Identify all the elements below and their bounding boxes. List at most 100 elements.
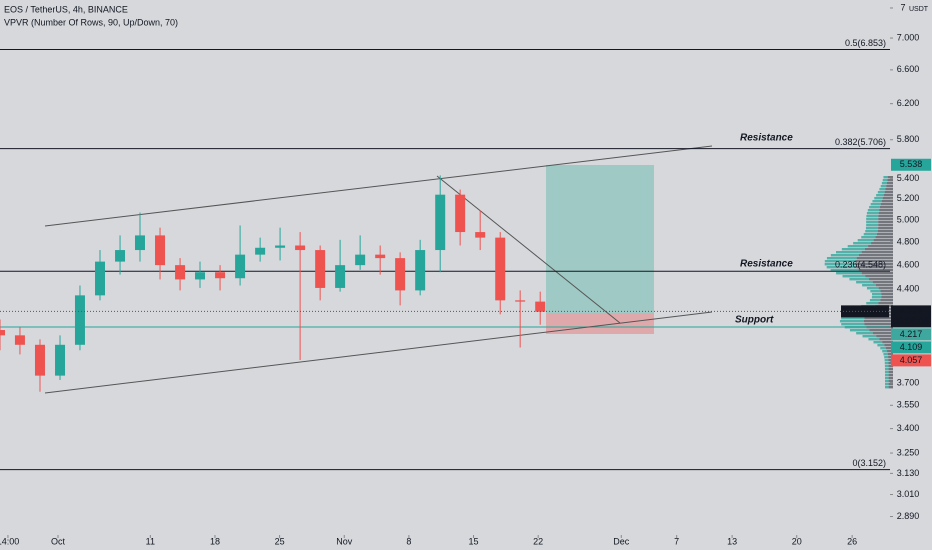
y-tick-label: 5.400 — [897, 173, 920, 183]
profile-bar — [830, 254, 859, 257]
profile-bar — [849, 278, 870, 281]
annotation: Resistance — [740, 259, 793, 270]
x-tick-label: 15 — [469, 536, 479, 546]
profile-bar — [873, 341, 883, 344]
profile-bar — [876, 335, 893, 338]
profile-bar — [868, 338, 880, 341]
x-tick-label: 13 — [727, 536, 737, 546]
y-tick-label: 7 — [900, 2, 905, 12]
profile-bar — [839, 320, 864, 323]
profile-bar — [841, 248, 865, 251]
x-tick-label: Oct — [51, 536, 66, 546]
x-tick-label: 25 — [275, 536, 285, 546]
profile-bar — [884, 374, 889, 377]
profile-bar — [879, 338, 893, 341]
candle-body — [134, 235, 145, 251]
candle-body — [55, 344, 66, 376]
profile-bar — [841, 317, 865, 320]
x-tick-label: Nov — [336, 536, 353, 546]
profile-bar — [866, 302, 879, 305]
profile-bar — [865, 230, 878, 233]
price-badge — [891, 354, 931, 367]
profile-bar — [876, 284, 893, 287]
profile-bar — [853, 242, 872, 245]
profile-bar — [880, 185, 887, 188]
profile-bar — [880, 203, 893, 206]
profile-bar — [864, 248, 893, 251]
profile-bar — [875, 236, 893, 239]
x-tick-label: 11 — [146, 536, 155, 546]
channel-top — [44, 145, 713, 227]
profile-bar — [874, 197, 883, 200]
profile-bar — [887, 353, 893, 356]
profile-bar — [856, 281, 873, 284]
profile-bar — [884, 368, 889, 371]
profile-bar — [863, 320, 893, 323]
profile-bar — [862, 335, 877, 338]
profile-bar — [879, 209, 893, 212]
y-tick-label: 6.200 — [897, 98, 920, 108]
candle-body — [14, 335, 25, 345]
profile-bar — [866, 212, 879, 215]
candle-body — [475, 232, 486, 238]
candle-body — [435, 194, 446, 251]
profile-bar — [881, 296, 893, 299]
profile-bar — [884, 365, 889, 368]
profile-bar — [887, 176, 893, 179]
profile-bar — [878, 212, 893, 215]
y-tick-label: 2.890 — [897, 511, 920, 521]
profile-bar — [878, 221, 893, 224]
candle-body — [455, 194, 466, 233]
candle-body — [275, 245, 286, 248]
profile-bar — [884, 380, 889, 383]
price-badge-label: 5.538 — [900, 159, 923, 169]
profile-bar — [865, 275, 893, 278]
profile-bar — [863, 233, 877, 236]
target-zone — [546, 165, 654, 313]
y-tick-label: 4.600 — [897, 260, 920, 270]
profile-bar — [878, 215, 893, 218]
profile-bar — [884, 356, 889, 359]
x-tick-label: 22 — [533, 536, 543, 546]
chart-title: EOS / TetherUS, 4h, BINANCE — [4, 4, 128, 14]
profile-bar — [830, 269, 859, 272]
profile-bar — [873, 239, 893, 242]
profile-bar — [826, 266, 857, 269]
profile-bar — [888, 383, 893, 386]
candle-body — [395, 258, 406, 291]
candle-body — [495, 237, 506, 301]
x-tick-label: 26 — [847, 536, 857, 546]
candle-body — [115, 250, 126, 262]
profile-bar — [866, 287, 879, 290]
profile-bar — [867, 209, 880, 212]
price-badge-label: 4.217 — [900, 329, 923, 339]
profile-bar — [870, 290, 881, 293]
profile-bar — [882, 341, 893, 344]
y-tick-label: 4.800 — [897, 236, 920, 246]
candle-body — [335, 265, 346, 288]
x-tick-label: 20 — [792, 536, 802, 546]
profile-bar — [858, 269, 893, 272]
y-tick-label: 3.130 — [897, 468, 920, 478]
profile-bar — [884, 371, 889, 374]
profile-bar — [865, 227, 879, 230]
candle-body — [315, 250, 326, 288]
profile-bar — [884, 383, 889, 386]
profile-bar — [887, 350, 893, 353]
candle-body — [295, 245, 306, 251]
y-tick-label: 3.250 — [897, 447, 920, 457]
profile-bar — [878, 287, 893, 290]
profile-bar — [849, 329, 870, 332]
candle-body — [215, 272, 226, 279]
candle-body — [235, 254, 246, 279]
candle-body — [415, 250, 426, 291]
volume-profile — [824, 176, 893, 389]
profile-bar — [888, 368, 893, 371]
profile-bar — [866, 221, 879, 224]
profile-bar — [879, 188, 886, 191]
profile-bar — [861, 236, 876, 239]
profile-bar — [841, 323, 865, 326]
profile-bar — [866, 224, 879, 227]
